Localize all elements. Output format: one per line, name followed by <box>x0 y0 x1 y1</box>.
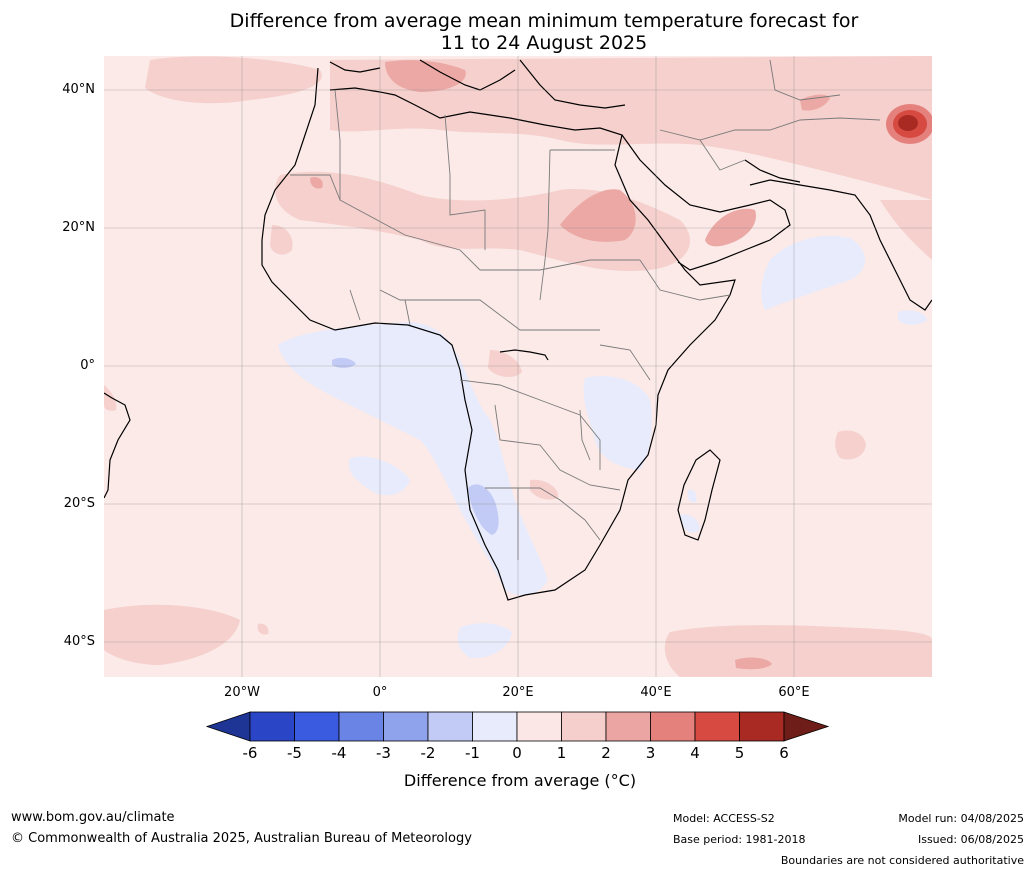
anomaly-band-1-to-2 <box>104 56 932 677</box>
colorbar-tick-label: 5 <box>734 744 745 762</box>
footer-website: www.bom.gov.au/climate <box>11 810 175 825</box>
colorbar-segment <box>294 711 340 742</box>
lon-label-20e: 20°E <box>502 685 534 700</box>
title-line-2: 11 to 24 August 2025 <box>440 32 648 54</box>
anomaly-hotspot <box>886 104 932 144</box>
colorbar-segment <box>516 711 562 742</box>
colorbar-tick-label: -6 <box>242 744 258 762</box>
anomaly-band-minus1-to-0 <box>278 236 927 659</box>
colorbar-title: Difference from average (°C) <box>403 771 637 790</box>
footer-issued: Issued: 06/08/2025 <box>917 833 1024 846</box>
colorbar-segment <box>249 711 295 742</box>
lat-label-40s: 40°S <box>63 634 95 649</box>
colorbar-segment <box>427 711 473 742</box>
colorbar-segment <box>383 711 429 742</box>
lon-label-60e: 60°E <box>778 685 810 700</box>
footer-model: Model: ACCESS-S2 <box>673 812 775 825</box>
colorbar-tick-label: -2 <box>420 744 436 762</box>
lat-label-20s: 20°S <box>63 496 95 511</box>
map-frame <box>104 56 932 677</box>
colorbar-tick-label: 6 <box>779 744 789 762</box>
lon-label-20w: 20°W <box>224 685 260 700</box>
colorbar-tick-label: -4 <box>331 744 347 762</box>
colorbar-tick-label: -5 <box>287 744 302 762</box>
colorbar-tick-label: 3 <box>645 744 656 762</box>
colorbar-arrow-high <box>783 711 830 742</box>
lat-label-equator: 0° <box>80 358 95 373</box>
footer-disclaimer: Boundaries are not considered authoritat… <box>780 854 1024 867</box>
lat-label-20n: 20°N <box>62 220 95 235</box>
lon-label-40e: 40°E <box>640 685 672 700</box>
colorbar-arrow-low <box>205 711 251 742</box>
anomaly-band-2-to-3 <box>310 60 830 670</box>
footer-copyright: © Commonwealth of Australia 2025, Austra… <box>11 831 472 846</box>
colorbar-tick-label: 1 <box>556 744 567 762</box>
coastlines <box>104 59 932 601</box>
colorbar-segment <box>338 711 384 742</box>
graticule <box>104 56 932 677</box>
colorbar-segment <box>472 711 518 742</box>
colorbar-segment <box>605 711 651 742</box>
colorbar-segment <box>561 711 607 742</box>
colorbar-segment <box>694 711 740 742</box>
footer-base-period: Base period: 1981-2018 <box>673 833 806 846</box>
colorbar-tick-label: 4 <box>690 744 700 762</box>
lon-label-0: 0° <box>372 685 388 700</box>
map-title: Difference from average mean minimum tem… <box>104 10 984 54</box>
colorbar-tick-label: -3 <box>376 744 391 762</box>
lat-label-40n: 40°N <box>62 82 95 97</box>
colorbar-tick-label: 2 <box>601 744 611 762</box>
title-line-1: Difference from average mean minimum tem… <box>229 10 859 32</box>
country-boundaries <box>290 59 881 560</box>
colorbar-tick-label: 0 <box>512 744 522 762</box>
colorbar-segment <box>739 711 785 742</box>
colorbar-segment <box>650 711 696 742</box>
colorbar <box>205 711 830 742</box>
colorbar-tick-label: -1 <box>465 744 480 762</box>
anomaly-band-minus2-to-minus1 <box>332 357 499 535</box>
footer-model-run: Model run: 04/08/2025 <box>898 812 1024 825</box>
